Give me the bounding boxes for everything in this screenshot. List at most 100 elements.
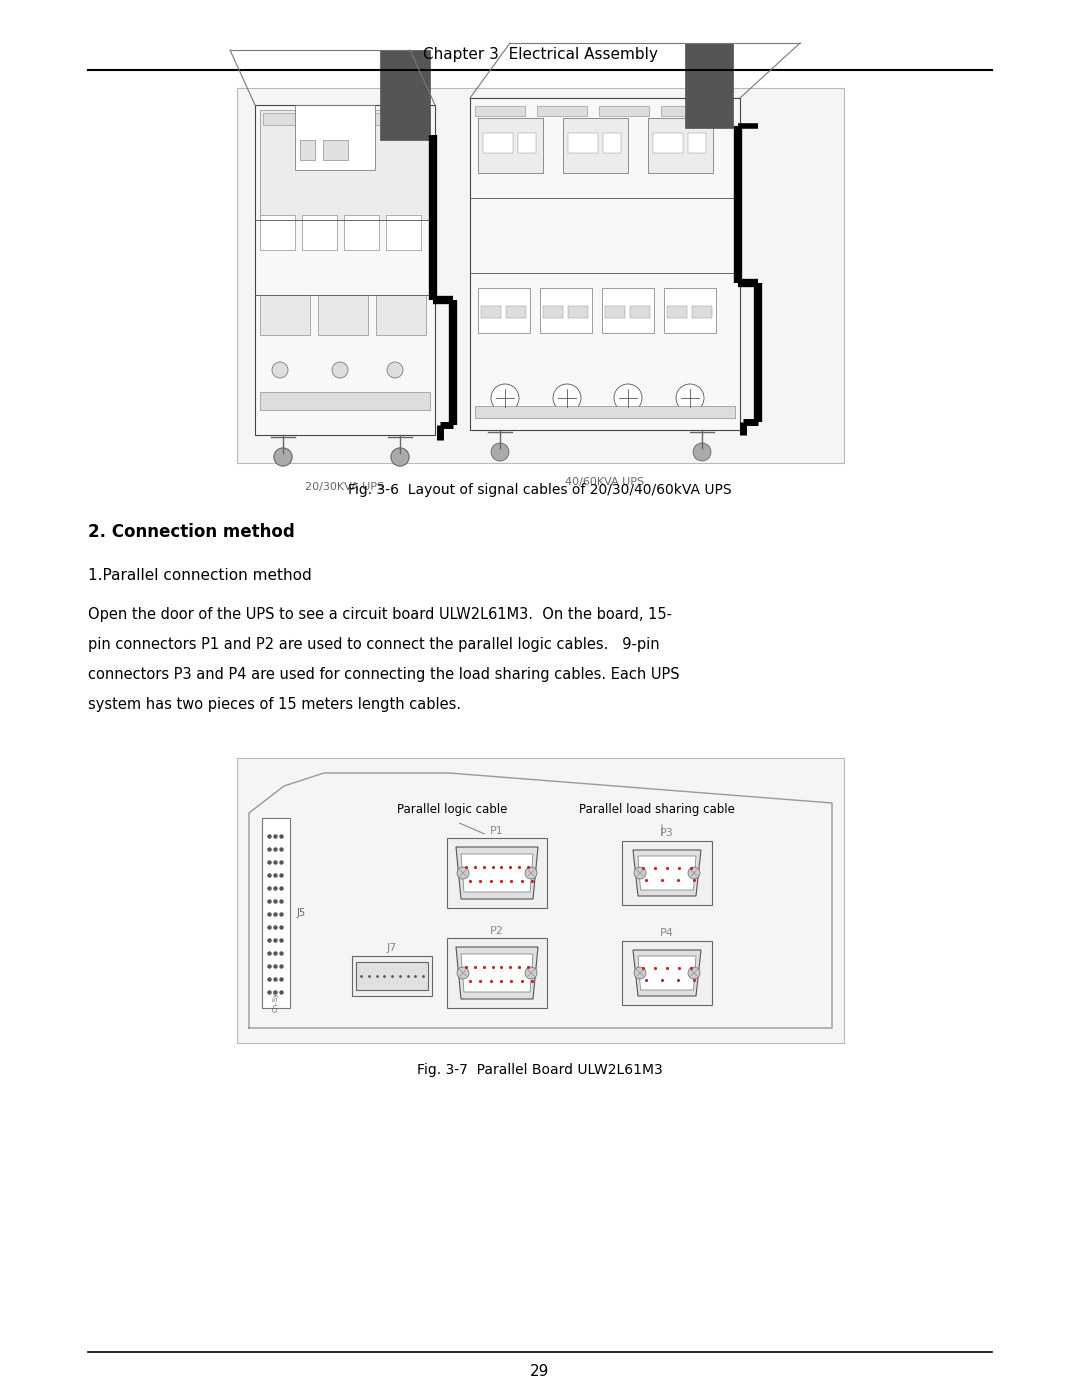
Bar (376, 295, 426, 335)
Polygon shape (638, 856, 696, 890)
Circle shape (274, 448, 292, 467)
Text: Open the door of the UPS to see a circuit board ULW2L61M3.  On the board, 15-: Open the door of the UPS to see a circui… (87, 608, 672, 623)
Bar (688, 133, 706, 154)
Bar (300, 140, 315, 161)
Bar (295, 105, 375, 170)
Bar (661, 106, 711, 116)
Bar (599, 106, 649, 116)
Circle shape (391, 448, 409, 467)
Bar (318, 113, 363, 124)
Bar (664, 288, 716, 332)
Bar (447, 838, 546, 908)
Text: 29: 29 (530, 1365, 550, 1379)
Bar (345, 215, 379, 250)
Polygon shape (638, 956, 696, 990)
Bar (622, 942, 712, 1004)
Bar (478, 288, 530, 332)
Text: P3: P3 (660, 828, 674, 838)
Bar (481, 306, 501, 319)
Polygon shape (461, 954, 534, 992)
Bar (475, 407, 735, 418)
Bar (475, 106, 525, 116)
Circle shape (457, 868, 469, 879)
Polygon shape (456, 947, 538, 999)
Text: Fig. 3-7  Parallel Board ULW2L61M3: Fig. 3-7 Parallel Board ULW2L61M3 (417, 1063, 663, 1077)
Bar (648, 117, 713, 173)
Circle shape (274, 448, 292, 467)
Text: 2. Connection method: 2. Connection method (87, 522, 295, 541)
Circle shape (491, 443, 509, 461)
Bar (447, 937, 546, 1009)
Bar (563, 117, 627, 173)
Bar (692, 306, 712, 319)
Text: P4: P4 (660, 928, 674, 937)
Text: Fig. 3-6  Layout of signal cables of 20/30/40/60kVA UPS: Fig. 3-6 Layout of signal cables of 20/3… (348, 483, 732, 497)
Bar (255, 105, 435, 434)
Bar (653, 133, 683, 154)
Polygon shape (461, 854, 534, 893)
Bar (685, 43, 733, 129)
Text: P1: P1 (490, 826, 504, 835)
Text: Parallel logic cable: Parallel logic cable (396, 803, 508, 816)
Bar (373, 113, 418, 124)
Text: pin connectors P1 and P2 are used to connect the parallel logic cables.   9-pin: pin connectors P1 and P2 are used to con… (87, 637, 660, 652)
Bar (302, 215, 337, 250)
Circle shape (525, 967, 537, 979)
Text: Ch-Sys: Ch-Sys (273, 988, 279, 1011)
Text: 1.Parallel connection method: 1.Parallel connection method (87, 567, 312, 583)
Bar (518, 133, 536, 154)
Text: system has two pieces of 15 meters length cables.: system has two pieces of 15 meters lengt… (87, 697, 461, 712)
Bar (260, 110, 430, 219)
Polygon shape (456, 847, 538, 900)
Bar (264, 113, 308, 124)
Bar (540, 288, 592, 332)
Circle shape (688, 868, 700, 879)
Bar (237, 759, 843, 1044)
Circle shape (553, 384, 581, 412)
Text: 40/60KVA UPS: 40/60KVA UPS (566, 476, 645, 488)
Circle shape (693, 443, 711, 461)
Bar (667, 306, 687, 319)
Bar (260, 393, 430, 409)
Bar (380, 50, 430, 140)
Bar (568, 133, 598, 154)
Text: J7: J7 (387, 943, 397, 953)
Bar (602, 288, 654, 332)
Text: connectors P3 and P4 are used for connecting the load sharing cables. Each UPS: connectors P3 and P4 are used for connec… (87, 668, 679, 683)
Bar (605, 306, 625, 319)
Bar (507, 306, 526, 319)
Bar (483, 133, 513, 154)
Circle shape (525, 868, 537, 879)
Bar (260, 215, 295, 250)
Circle shape (491, 384, 519, 412)
Circle shape (688, 967, 700, 979)
Polygon shape (633, 849, 701, 895)
Circle shape (634, 967, 646, 979)
Bar (386, 215, 421, 250)
Bar (478, 117, 543, 173)
Bar (543, 306, 563, 319)
Polygon shape (633, 950, 701, 996)
Bar (237, 88, 843, 462)
Bar (603, 133, 621, 154)
Bar (630, 306, 650, 319)
Bar (622, 841, 712, 905)
Circle shape (387, 362, 403, 379)
Text: J5: J5 (296, 908, 306, 918)
Bar (568, 306, 588, 319)
Circle shape (272, 362, 288, 379)
Text: P2: P2 (490, 926, 504, 936)
Circle shape (615, 384, 642, 412)
Circle shape (332, 362, 348, 379)
Bar (537, 106, 588, 116)
Bar (352, 956, 432, 996)
Bar (470, 98, 740, 430)
Text: Chapter 3  Electrical Assembly: Chapter 3 Electrical Assembly (422, 47, 658, 63)
Bar (262, 819, 291, 1009)
Text: 20/30KVA UPS: 20/30KVA UPS (306, 482, 384, 492)
Circle shape (457, 967, 469, 979)
Bar (356, 963, 428, 990)
Bar (323, 140, 348, 161)
Circle shape (391, 448, 409, 467)
Circle shape (676, 384, 704, 412)
